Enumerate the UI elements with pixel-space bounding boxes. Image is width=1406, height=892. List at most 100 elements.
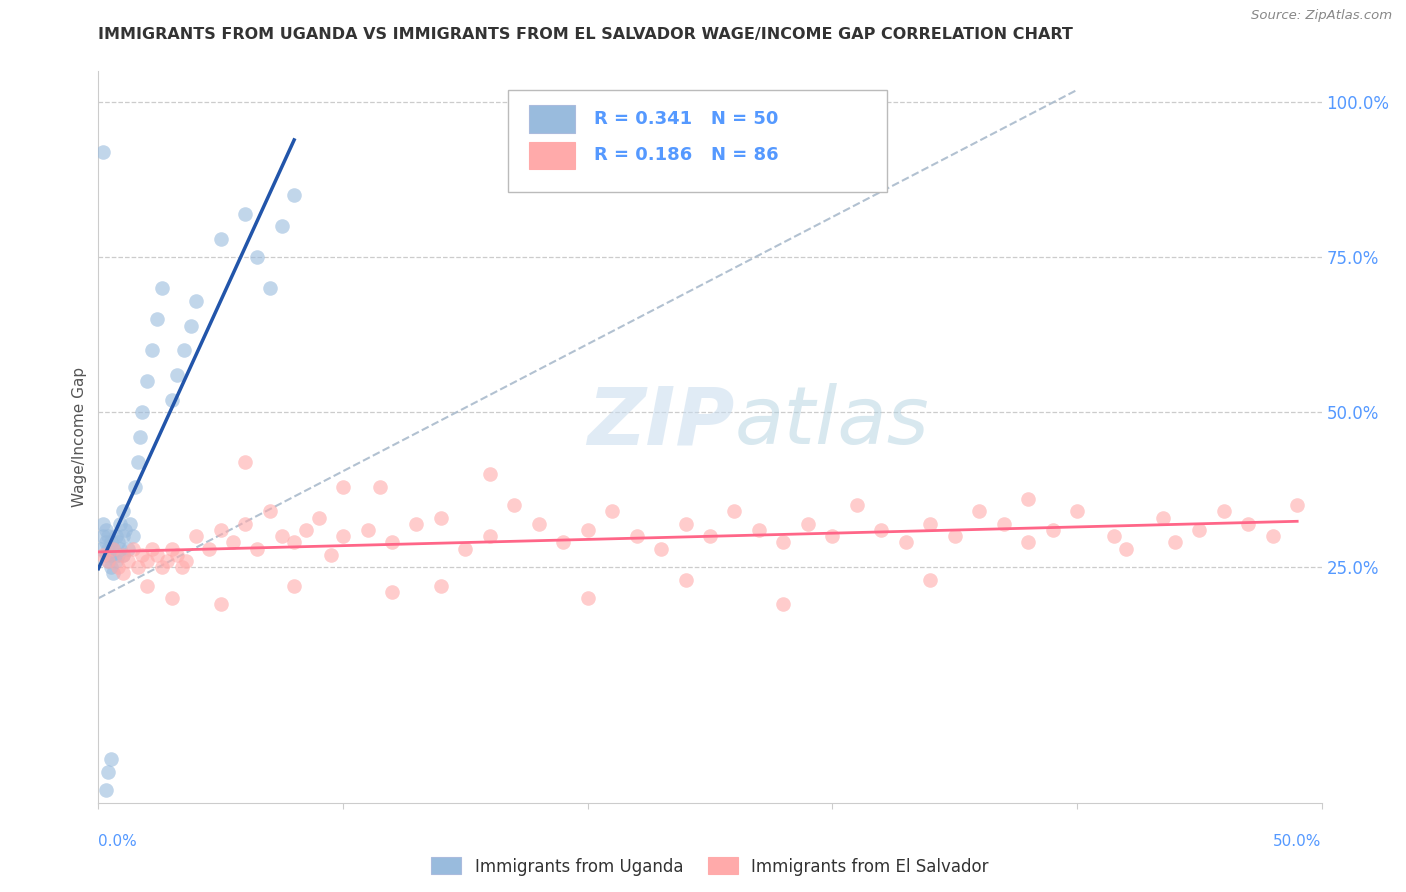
Y-axis label: Wage/Income Gap: Wage/Income Gap <box>72 367 87 508</box>
Point <box>259 504 281 518</box>
Point <box>723 504 745 518</box>
Point <box>101 541 124 556</box>
Point <box>319 548 342 562</box>
Point <box>117 541 139 556</box>
Point <box>209 232 232 246</box>
Point <box>772 535 794 549</box>
Text: IMMIGRANTS FROM UGANDA VS IMMIGRANTS FROM EL SALVADOR WAGE/INCOME GAP CORRELATIO: IMMIGRANTS FROM UGANDA VS IMMIGRANTS FRO… <box>98 27 1073 42</box>
Point <box>1237 516 1260 531</box>
FancyBboxPatch shape <box>529 142 575 169</box>
Point <box>600 504 623 518</box>
FancyBboxPatch shape <box>508 90 887 192</box>
Point <box>97 554 120 568</box>
Point <box>107 548 129 562</box>
Point <box>111 566 134 581</box>
Point <box>943 529 966 543</box>
Point <box>270 529 294 543</box>
Point <box>283 188 305 202</box>
Point <box>97 529 120 543</box>
Point <box>176 554 198 568</box>
Text: 50.0%: 50.0% <box>1274 834 1322 849</box>
Point <box>114 523 136 537</box>
Point <box>1017 535 1039 549</box>
Point <box>283 579 305 593</box>
Point <box>845 498 868 512</box>
Point <box>993 516 1015 531</box>
Text: R = 0.341   N = 50: R = 0.341 N = 50 <box>593 110 778 128</box>
Point <box>131 405 153 419</box>
Point <box>146 312 169 326</box>
Point <box>104 554 127 568</box>
Point <box>797 516 820 531</box>
Point <box>308 510 330 524</box>
Point <box>141 541 163 556</box>
Point <box>1261 529 1284 543</box>
Point <box>94 523 117 537</box>
Point <box>104 529 127 543</box>
Point <box>576 523 599 537</box>
Point <box>160 541 183 556</box>
Point <box>332 529 354 543</box>
Point <box>1286 498 1309 512</box>
Point <box>381 535 404 549</box>
Point <box>150 281 173 295</box>
Point <box>97 764 120 779</box>
Point <box>527 516 550 531</box>
Point <box>748 523 770 537</box>
Point <box>356 523 378 537</box>
Point <box>100 560 122 574</box>
Text: 0.0%: 0.0% <box>98 834 138 849</box>
Point <box>127 455 149 469</box>
Point <box>454 541 477 556</box>
Point <box>91 529 114 543</box>
Point <box>101 566 124 581</box>
Point <box>626 529 648 543</box>
Point <box>1017 491 1039 506</box>
Point <box>91 548 114 562</box>
Point <box>699 529 721 543</box>
Point <box>1164 535 1187 549</box>
Point <box>1212 504 1234 518</box>
Point <box>650 541 672 556</box>
Point <box>101 541 124 556</box>
Point <box>141 343 163 358</box>
Point <box>107 560 129 574</box>
Point <box>894 535 917 549</box>
Point <box>233 207 256 221</box>
Point <box>100 752 122 766</box>
Point <box>478 467 501 482</box>
Point <box>146 548 169 562</box>
FancyBboxPatch shape <box>529 105 575 133</box>
Point <box>131 548 153 562</box>
Point <box>160 591 183 606</box>
Point <box>553 535 575 549</box>
Point <box>1152 510 1174 524</box>
Point <box>186 293 208 308</box>
Point <box>246 250 269 264</box>
Text: ZIP: ZIP <box>588 384 734 461</box>
Point <box>111 529 134 543</box>
Point <box>136 374 159 388</box>
Point <box>821 529 844 543</box>
Point <box>675 573 697 587</box>
Point <box>430 510 453 524</box>
Point <box>1115 541 1137 556</box>
Point <box>160 392 183 407</box>
Point <box>166 368 188 383</box>
Point <box>1066 504 1088 518</box>
Point <box>368 480 391 494</box>
Point <box>772 598 794 612</box>
Point <box>1188 523 1211 537</box>
Point <box>150 560 173 574</box>
Point <box>100 535 122 549</box>
Point <box>405 516 427 531</box>
Point <box>94 783 117 797</box>
Point <box>967 504 990 518</box>
Point <box>920 573 942 587</box>
Point <box>91 516 114 531</box>
Point <box>124 480 146 494</box>
Point <box>478 529 501 543</box>
Point <box>209 523 232 537</box>
Point <box>90 541 112 556</box>
Point <box>129 430 152 444</box>
